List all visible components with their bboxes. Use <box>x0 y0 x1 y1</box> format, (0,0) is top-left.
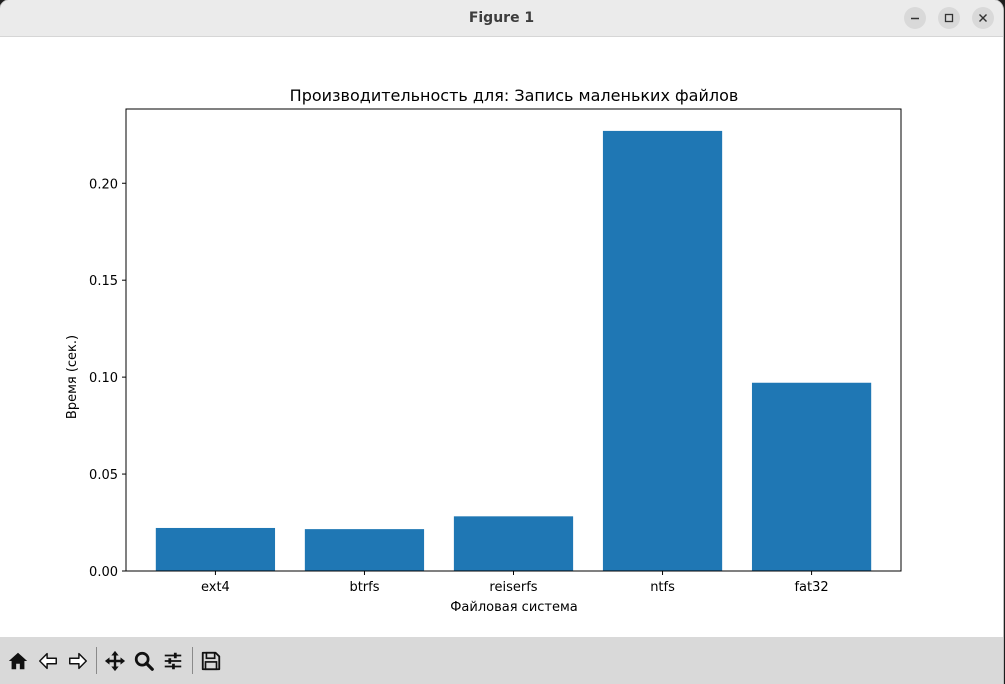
save-button[interactable] <box>198 648 224 674</box>
title-bar[interactable]: Figure 1 <box>0 0 1003 37</box>
y-tick-label: 0.00 <box>89 565 118 580</box>
x-tick-label: fat32 <box>794 580 828 595</box>
zoom-button[interactable] <box>131 648 157 674</box>
home-icon <box>8 652 28 670</box>
x-tick-label: ntfs <box>650 580 675 595</box>
home-button[interactable] <box>5 648 31 674</box>
y-tick-label: 0.15 <box>89 274 118 289</box>
maximize-button[interactable] <box>938 7 960 29</box>
navigation-toolbar <box>0 637 1003 684</box>
bar-btrfs <box>304 529 425 571</box>
maximize-icon <box>944 13 954 23</box>
y-tick-label: 0.05 <box>89 468 118 483</box>
x-tick-label: reiserfs <box>489 580 537 595</box>
x-tick-label: btrfs <box>349 580 379 595</box>
configure-icon <box>164 652 182 670</box>
bar-chart: Производительность для: Запись маленьких… <box>65 86 902 615</box>
forward-button[interactable] <box>65 648 91 674</box>
bar-ext4 <box>155 527 276 571</box>
x-axis-label: Файловая система <box>450 600 578 615</box>
minimize-button[interactable] <box>904 7 926 29</box>
forward-icon <box>69 652 87 670</box>
close-icon <box>979 14 987 22</box>
pan-button[interactable] <box>102 648 128 674</box>
toolbar-separator <box>192 647 193 674</box>
toolbar-separator <box>96 647 97 674</box>
configure-subplots-button[interactable] <box>160 648 186 674</box>
bar-fat32 <box>751 382 872 571</box>
back-icon <box>39 652 57 670</box>
back-button[interactable] <box>35 648 61 674</box>
y-tick-label: 0.20 <box>89 177 118 192</box>
y-tick-label: 0.10 <box>89 371 118 386</box>
bar-ntfs <box>602 130 723 571</box>
figure-canvas[interactable]: Производительность для: Запись маленьких… <box>0 37 1003 637</box>
save-icon <box>201 651 221 671</box>
x-tick-label: ext4 <box>201 580 230 595</box>
minimize-icon <box>911 17 919 20</box>
bar-reiserfs <box>453 516 574 571</box>
window-title: Figure 1 <box>468 10 535 26</box>
close-button[interactable] <box>972 7 994 29</box>
pan-icon <box>104 650 126 672</box>
zoom-icon <box>134 651 154 671</box>
y-axis-label: Время (сек.) <box>65 335 80 419</box>
axes-frame <box>125 108 902 572</box>
chart-title: Производительность для: Запись маленьких… <box>290 86 739 105</box>
